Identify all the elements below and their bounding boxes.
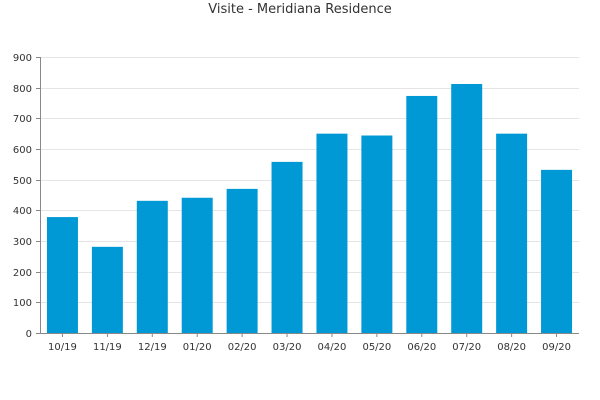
bar-07-20 <box>451 83 483 333</box>
axes <box>36 57 579 337</box>
y-tick-label: 0 <box>26 329 32 340</box>
x-tick-label: 03/20 <box>273 342 302 353</box>
y-tick-label: 400 <box>13 206 32 217</box>
bar-11-19 <box>91 246 123 333</box>
y-tick-labels: 0 100 200 300 400 500 600 700 800 900 <box>13 53 32 340</box>
x-tick-label: 08/20 <box>497 342 526 353</box>
bar-03-20 <box>271 161 303 333</box>
bar-10-19 <box>46 217 78 333</box>
chart-title: Visite - Meridiana Residence <box>208 2 392 17</box>
x-tick-label: 06/20 <box>407 342 436 353</box>
x-tick-label: 10/19 <box>48 342 77 353</box>
x-tick-label: 12/19 <box>138 342 167 353</box>
x-tick-label: 11/19 <box>93 342 122 353</box>
bar-01-20 <box>181 197 213 333</box>
x-tick-label: 02/20 <box>228 342 257 353</box>
x-tick-label: 05/20 <box>362 342 391 353</box>
y-tick-label: 100 <box>13 298 32 309</box>
x-tick-label: 09/20 <box>542 342 571 353</box>
y-tick-label: 500 <box>13 176 32 187</box>
bar-09-20 <box>541 169 573 333</box>
bar-08-20 <box>496 133 528 333</box>
y-tick-label: 300 <box>13 237 32 248</box>
grid-lines <box>40 57 579 303</box>
bar-05-20 <box>361 135 393 333</box>
y-tick-label: 600 <box>13 145 32 156</box>
x-tick-label: 01/20 <box>183 342 212 353</box>
y-tick-label: 800 <box>13 84 32 95</box>
bar-04-20 <box>316 133 348 333</box>
y-tick-label: 900 <box>13 53 32 64</box>
bars <box>46 83 573 334</box>
bar-06-20 <box>406 95 438 334</box>
x-tick-label: 04/20 <box>318 342 347 353</box>
y-tick-label: 200 <box>13 268 32 279</box>
x-tick-label: 07/20 <box>452 342 481 353</box>
x-tick-labels: 10/19 11/19 12/19 01/20 02/20 03/20 04/20 05/20… <box>48 342 571 353</box>
y-tick-label: 700 <box>13 114 32 125</box>
bar-12-19 <box>136 200 168 333</box>
bar-02-20 <box>226 188 258 333</box>
